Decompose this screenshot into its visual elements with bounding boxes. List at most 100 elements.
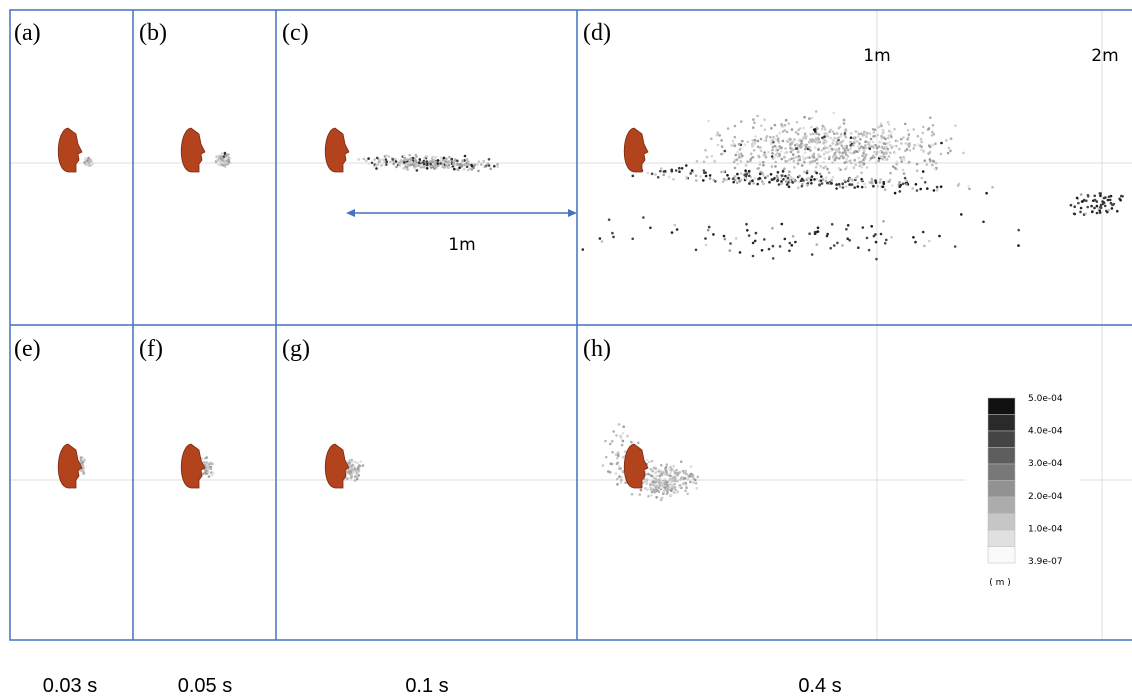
particle [646, 171, 650, 175]
particle [814, 110, 818, 113]
particle [763, 128, 767, 131]
particle [823, 128, 827, 131]
particle [765, 135, 769, 138]
particle [745, 172, 749, 176]
colorbar-band [987, 513, 1016, 531]
particle [846, 237, 849, 240]
particle [716, 143, 720, 147]
particle [887, 155, 891, 158]
particle [348, 459, 352, 462]
particle [832, 139, 835, 142]
particle [795, 142, 799, 146]
particle [822, 152, 826, 156]
particle [938, 234, 941, 238]
particle [846, 155, 850, 158]
particle [775, 174, 779, 178]
particle [226, 153, 230, 156]
particle [821, 136, 824, 140]
particle [746, 229, 749, 232]
particle [832, 244, 836, 247]
particle [814, 165, 818, 169]
particle [839, 135, 843, 139]
particle [1107, 195, 1111, 198]
particle [813, 178, 816, 181]
particle [84, 157, 87, 160]
particle [696, 475, 700, 479]
particle [819, 179, 823, 183]
particle [380, 164, 383, 167]
particle [1079, 206, 1083, 210]
particle [678, 485, 681, 489]
particle [705, 155, 709, 159]
particle [707, 225, 711, 229]
particle [858, 161, 861, 164]
particle [408, 159, 412, 162]
particle [857, 132, 861, 136]
time-label: 0.05 s [178, 675, 232, 696]
particle [844, 153, 848, 156]
particle [810, 182, 813, 185]
particle [415, 155, 418, 158]
particle [423, 157, 426, 160]
particle [842, 156, 846, 159]
particle [373, 158, 376, 161]
particle [831, 176, 835, 179]
particle [872, 234, 876, 238]
particle [1079, 210, 1082, 214]
particle [708, 177, 712, 180]
particle [647, 495, 650, 498]
particle [615, 462, 619, 466]
particle [642, 216, 645, 219]
particle [817, 137, 821, 141]
particle [879, 122, 883, 126]
particle [934, 142, 937, 145]
particle [1086, 193, 1090, 197]
particle [375, 156, 379, 160]
particle [848, 146, 852, 150]
particle [707, 119, 710, 123]
particle [721, 180, 725, 183]
particle [661, 480, 664, 484]
particle [619, 467, 622, 470]
particle [785, 183, 789, 186]
particle [887, 134, 891, 137]
particle [751, 139, 754, 142]
particle [759, 137, 763, 141]
particle [732, 180, 735, 184]
particle [725, 178, 728, 182]
particle [806, 177, 809, 180]
particle [738, 180, 741, 183]
particle [895, 144, 898, 148]
colorbar-band [987, 546, 1016, 564]
particle [754, 231, 758, 235]
particle [829, 128, 832, 132]
particle [760, 180, 764, 183]
particle [763, 151, 766, 154]
particle [784, 151, 787, 155]
particle [885, 151, 888, 155]
particle [831, 147, 834, 151]
particle [662, 170, 666, 173]
particle [1102, 201, 1106, 204]
particle [659, 486, 662, 490]
particle [751, 254, 755, 258]
particle [220, 153, 224, 156]
particle [850, 183, 854, 186]
particle [685, 175, 688, 179]
particle [670, 170, 674, 173]
particle [746, 160, 749, 163]
particle [825, 151, 829, 155]
particle [612, 235, 615, 239]
particle [860, 185, 864, 189]
particle [621, 456, 625, 459]
head [623, 127, 649, 173]
particle [624, 450, 627, 453]
particle [839, 133, 843, 136]
particle [789, 142, 792, 146]
particle [809, 133, 812, 136]
particle [394, 160, 398, 163]
particle [669, 471, 672, 474]
particle [919, 137, 923, 141]
particle [826, 232, 829, 236]
particle [689, 172, 692, 175]
